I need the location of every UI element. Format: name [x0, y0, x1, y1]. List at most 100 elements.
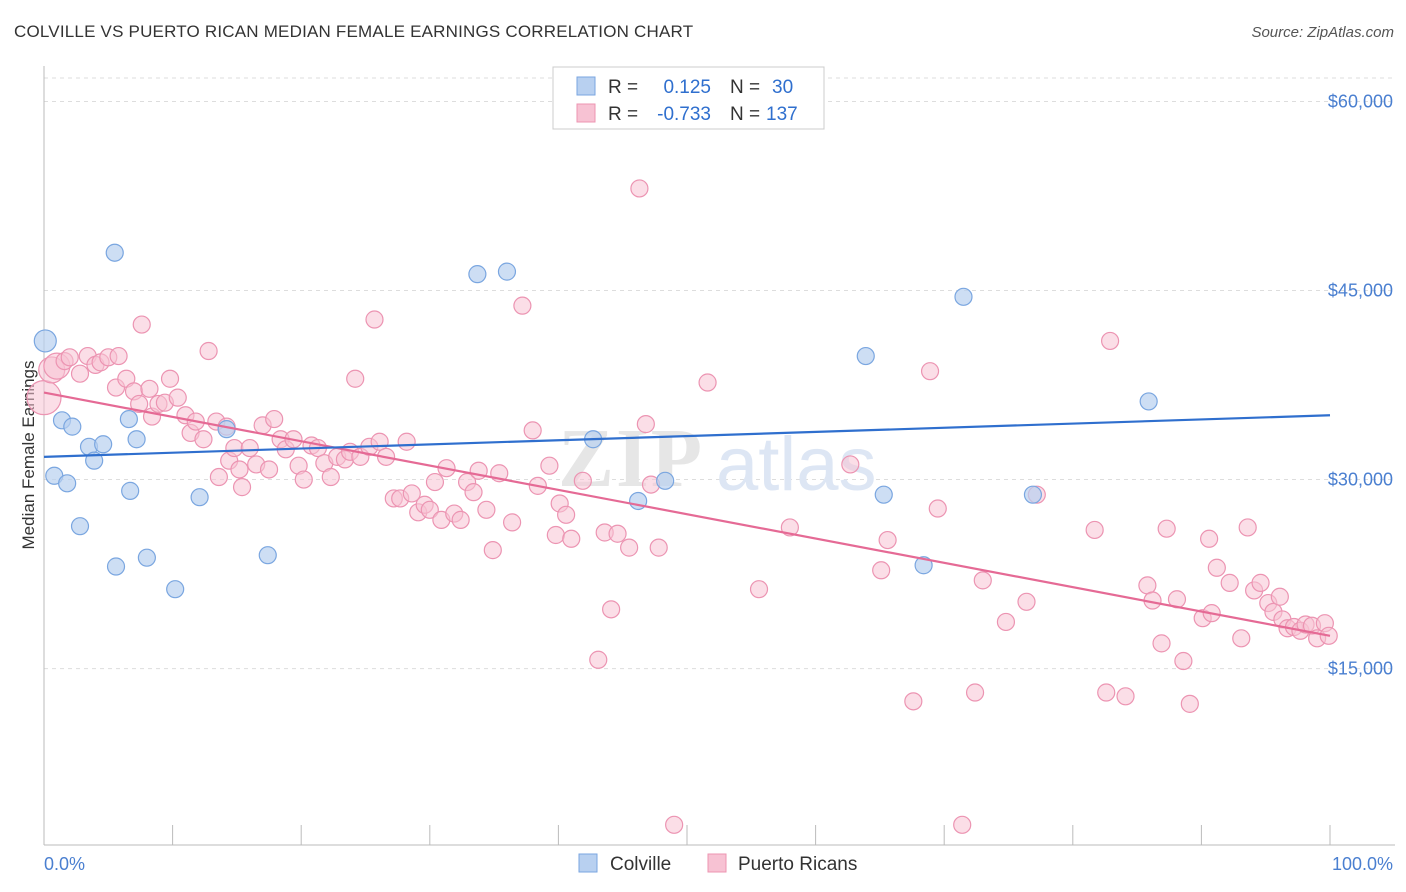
puerto-ricans-point: [1238, 518, 1257, 537]
puerto-ricans-point: [630, 179, 649, 198]
gridlines: [44, 77, 1395, 670]
puerto-ricans-point: [1157, 519, 1176, 538]
puerto-ricans-point: [546, 525, 565, 545]
puerto-ricans-point: [483, 541, 502, 560]
axes: [43, 66, 1395, 846]
puerto-ricans-point: [749, 580, 769, 599]
puerto-ricans-point: [230, 460, 249, 479]
legend-swatch-puerto-ricans: [576, 103, 596, 123]
puerto-ricans-point: [464, 483, 483, 502]
x-tick-labels: 0.0% 100.0%: [44, 854, 1393, 874]
puerto-ricans-points: [26, 179, 1338, 834]
colville-point: [33, 329, 57, 353]
x-tick-label: 0.0%: [44, 854, 85, 874]
puerto-ricans-point: [965, 683, 985, 702]
puerto-ricans-point: [780, 518, 799, 537]
bottom-legend-puerto-ricans: Puerto Ricans: [738, 854, 857, 875]
legend-n-value: 30: [772, 77, 793, 98]
puerto-ricans-point: [109, 346, 128, 366]
legend-swatch-colville: [576, 76, 596, 96]
puerto-ricans-point: [636, 415, 655, 434]
watermark-zip: ZIP: [558, 412, 704, 505]
colville-point: [121, 481, 140, 500]
colville-points: [33, 243, 1158, 599]
puerto-ricans-point: [140, 379, 159, 398]
puerto-ricans-point: [168, 388, 187, 407]
puerto-ricans-point: [402, 484, 421, 503]
puerto-ricans-point: [1017, 592, 1036, 611]
puerto-ricans-point: [160, 369, 180, 388]
puerto-ricans-point: [70, 364, 90, 383]
puerto-ricans-point: [321, 467, 340, 487]
puerto-ricans-point: [589, 650, 608, 669]
puerto-ricans-point: [620, 538, 639, 557]
puerto-ricans-point: [1270, 587, 1289, 606]
y-tick-label: $15,000: [1328, 659, 1393, 679]
colville-point: [656, 471, 675, 490]
colville-point: [914, 556, 933, 575]
puerto-ricans-point: [1251, 573, 1270, 592]
puerto-ricans-point: [602, 600, 621, 619]
colville-trend-line: [43, 414, 1331, 458]
puerto-ricans-point: [1085, 520, 1104, 540]
colville-point: [190, 488, 209, 507]
puerto-ricans-point: [1138, 576, 1157, 595]
legend-n-label: N =: [730, 104, 760, 125]
legend-box: [552, 66, 825, 130]
puerto-ricans-point: [1152, 634, 1171, 653]
colville-point: [874, 485, 893, 504]
puerto-ricans-point: [1180, 694, 1199, 713]
puerto-ricans-point: [973, 571, 992, 590]
trend-lines: [43, 391, 1331, 637]
colville-point: [497, 262, 517, 281]
colville-point: [105, 243, 124, 262]
chart-title: COLVILLE VS PUERTO RICAN MEDIAN FEMALE E…: [14, 22, 694, 41]
colville-point: [94, 435, 113, 454]
legend-r-value: 0.125: [663, 77, 711, 98]
bottom-legend-swatch-colville: [578, 853, 598, 873]
puerto-ricans-point: [294, 470, 313, 489]
colville-point: [856, 346, 875, 366]
puerto-ricans-point: [265, 409, 284, 429]
y-tick-labels: $15,000 $30,000 $45,000 $60,000: [1328, 92, 1393, 679]
puerto-ricans-point: [698, 373, 717, 392]
colville-point: [106, 557, 126, 576]
watermark: ZIP atlas: [558, 412, 877, 507]
x-tick-label: 100.0%: [1332, 854, 1393, 874]
colville-point: [58, 474, 77, 493]
puerto-ricans-point: [1200, 529, 1219, 548]
puerto-ricans-point: [649, 538, 668, 557]
puerto-ricans-point: [259, 460, 279, 479]
puerto-ricans-point: [477, 500, 496, 519]
colville-point: [166, 580, 185, 599]
bottom-legend-swatch-puerto-ricans: [707, 853, 727, 873]
puerto-ricans-point: [513, 296, 532, 315]
puerto-ricans-point: [1116, 687, 1135, 706]
puerto-ricans-point: [953, 815, 972, 834]
legend-n-label: N =: [730, 77, 760, 98]
colville-point: [1023, 485, 1043, 504]
puerto-ricans-point: [523, 421, 542, 440]
colville-point: [954, 287, 973, 306]
puerto-ricans-point: [425, 472, 445, 492]
puerto-ricans-point: [370, 432, 389, 451]
bottom-legend-colville: Colville: [610, 854, 671, 875]
y-tick-label: $60,000: [1328, 92, 1393, 112]
puerto-ricans-point: [240, 438, 259, 458]
puerto-ricans-point: [1174, 651, 1193, 671]
puerto-ricans-point: [608, 524, 627, 543]
legend-n-value: 137: [766, 104, 798, 125]
puerto-ricans-point: [1097, 683, 1116, 702]
colville-point: [137, 548, 156, 567]
legend-r-label: R =: [608, 77, 638, 98]
colville-point: [127, 430, 146, 449]
puerto-ricans-point: [365, 310, 384, 329]
y-tick-label: $30,000: [1328, 470, 1393, 490]
source-credit: Source: ZipAtlas.com: [1251, 24, 1394, 41]
puerto-ricans-point: [130, 394, 149, 414]
puerto-ricans-point: [878, 530, 897, 550]
puerto-ricans-point: [562, 529, 581, 548]
puerto-ricans-point: [1220, 573, 1239, 592]
puerto-ricans-point: [920, 362, 940, 381]
